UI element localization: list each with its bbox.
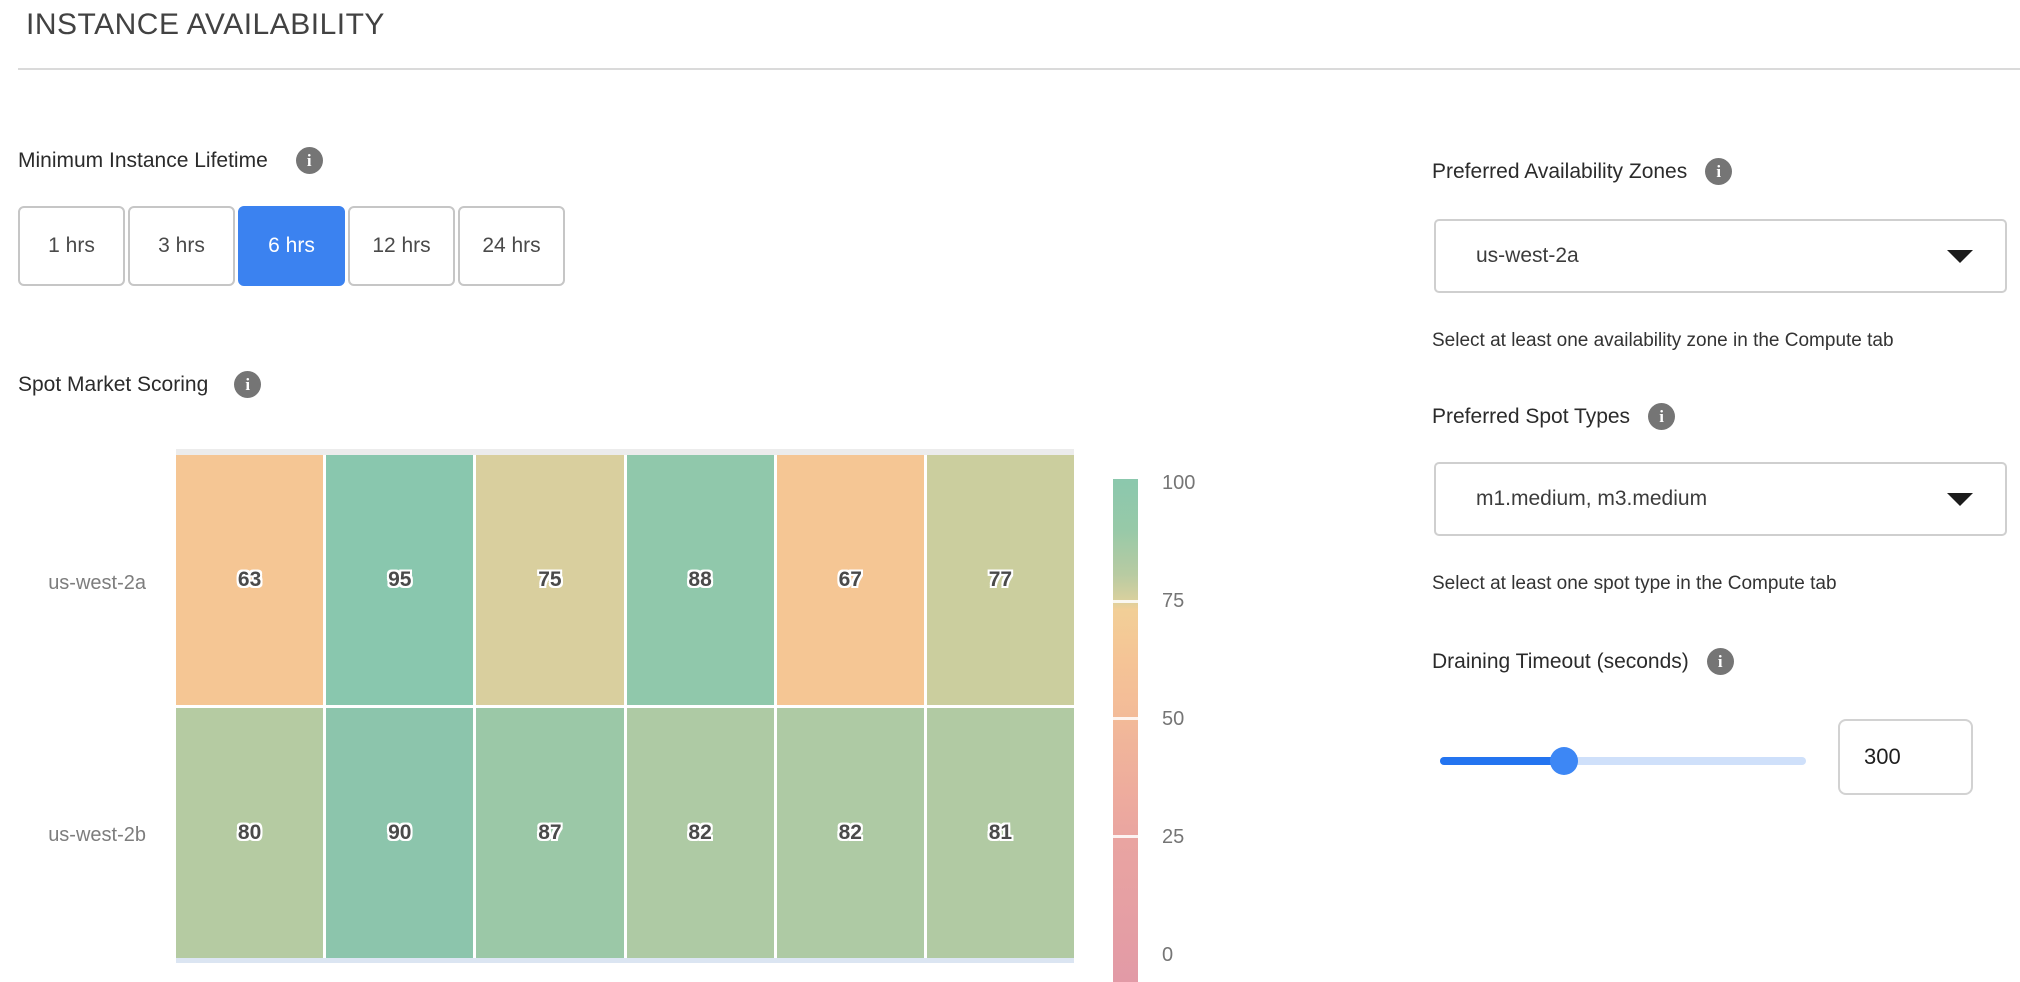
zones-helper-text: Select at least one availability zone in… <box>1432 330 1894 351</box>
heatmap-cell: 81 <box>926 708 1074 958</box>
heatmap-cell: 87 <box>476 708 624 958</box>
lifetime-option-24hrs[interactable]: 24 hrs <box>458 206 565 286</box>
legend-tick-label: 0 <box>1162 944 1174 966</box>
heatmap-cell: 75 <box>476 455 624 705</box>
lifetime-label: Minimum Instance Lifetime <box>18 148 268 172</box>
legend-tick-label: 75 <box>1162 590 1185 612</box>
lifetime-option-12hrs[interactable]: 12 hrs <box>348 206 455 286</box>
draining-timeout-input[interactable] <box>1838 719 1973 795</box>
slider-fill <box>1440 757 1565 765</box>
scoring-label-row: Spot Market Scoring i <box>18 371 262 398</box>
draining-label-row: Draining Timeout (seconds) i <box>1432 648 1734 675</box>
spot-types-label-row: Preferred Spot Types i <box>1432 403 1676 430</box>
lifetime-button-group: 1 hrs 3 hrs 6 hrs 12 hrs 24 hrs <box>18 206 565 286</box>
legend-separator <box>1113 717 1138 720</box>
info-icon[interactable]: i <box>1705 158 1733 185</box>
spot-types-select[interactable]: m1.medium, m3.medium <box>1434 462 2007 536</box>
heatmap-cell: 88 <box>626 455 774 705</box>
heatmap-legend-ticks: 100 75 50 25 0 <box>1162 472 1222 982</box>
info-icon[interactable]: i <box>1706 648 1734 675</box>
heatmap-row-label: us-west-2a <box>48 572 146 594</box>
info-icon[interactable]: i <box>234 371 262 398</box>
heatmap-top-edge <box>176 449 1074 455</box>
heatmap-cell: 80 <box>176 708 324 958</box>
heatmap-grid: 63 95 75 88 67 77 80 90 87 82 82 81 <box>176 455 1074 958</box>
slider-track[interactable] <box>1440 757 1806 765</box>
spot-types-label: Preferred Spot Types <box>1432 404 1631 428</box>
zones-label: Preferred Availability Zones <box>1432 159 1688 183</box>
heatmap-cell: 82 <box>626 708 774 958</box>
legend-tick-label: 50 <box>1162 708 1185 730</box>
heatmap-cell: 90 <box>326 708 474 958</box>
zones-label-row: Preferred Availability Zones i <box>1432 158 1733 185</box>
heatmap-row-label: us-west-2b <box>48 824 146 846</box>
legend-separator <box>1113 600 1138 603</box>
info-icon[interactable]: i <box>295 147 323 174</box>
heatmap-legend-bar <box>1113 479 1138 982</box>
draining-label: Draining Timeout (seconds) <box>1432 649 1689 673</box>
legend-tick-label: 100 <box>1162 472 1196 494</box>
heatmap-cell: 95 <box>326 455 474 705</box>
heatmap-cell: 77 <box>926 455 1074 705</box>
lifetime-option-3hrs[interactable]: 3 hrs <box>128 206 235 286</box>
heatmap-cell: 63 <box>176 455 324 705</box>
spot-types-helper-text: Select at least one spot type in the Com… <box>1432 573 1837 594</box>
zones-select-value: us-west-2a <box>1476 244 1579 267</box>
page-title: INSTANCE AVAILABILITY <box>26 8 385 41</box>
info-icon[interactable]: i <box>1648 403 1676 430</box>
lifetime-option-1hrs[interactable]: 1 hrs <box>18 206 125 286</box>
caret-down-icon <box>1947 493 1973 506</box>
heatmap-cell: 82 <box>776 708 924 958</box>
draining-slider <box>1440 724 1806 780</box>
slider-thumb[interactable] <box>1550 747 1579 775</box>
heatmap-cell: 67 <box>776 455 924 705</box>
legend-tick-label: 25 <box>1162 826 1185 848</box>
legend-separator <box>1113 835 1138 838</box>
scoring-label: Spot Market Scoring <box>18 372 209 396</box>
caret-down-icon <box>1947 250 1973 263</box>
heatmap-bottom-edge <box>176 958 1074 963</box>
zones-select[interactable]: us-west-2a <box>1434 219 2007 293</box>
spot-types-select-value: m1.medium, m3.medium <box>1476 487 1708 510</box>
lifetime-option-6hrs[interactable]: 6 hrs <box>238 206 345 286</box>
header-divider <box>18 68 2020 70</box>
lifetime-label-row: Minimum Instance Lifetime i <box>18 147 323 174</box>
